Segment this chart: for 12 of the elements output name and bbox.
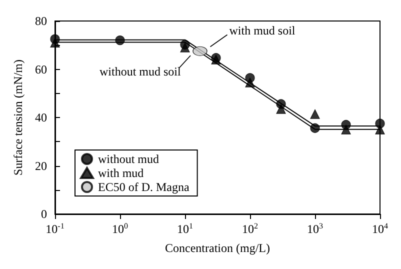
legend-label: with mud <box>98 166 144 180</box>
legend-label: EC50 of D. Magna <box>98 180 190 194</box>
y-tick-label: 60 <box>35 62 47 76</box>
legend-label: without mud <box>98 152 160 166</box>
y-tick-label: 0 <box>41 207 47 221</box>
annotation: without mud soil <box>100 64 182 79</box>
y-tick-label: 80 <box>35 14 47 28</box>
y-tick-label: 40 <box>35 110 47 124</box>
y-tick-label: 20 <box>35 158 47 173</box>
y-axis-title: Surface tension (mN/m) <box>11 60 26 176</box>
x-axis-title: Concentration (mg/L) <box>165 241 270 255</box>
annotation: with mud soil <box>229 24 296 38</box>
